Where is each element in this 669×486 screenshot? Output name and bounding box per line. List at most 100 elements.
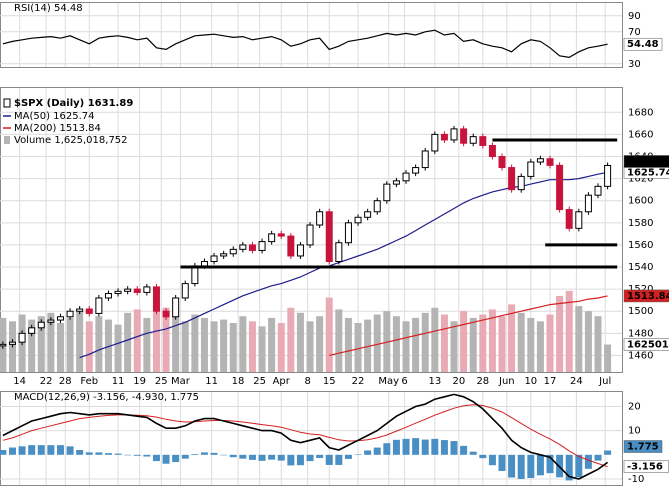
histogram-bar	[479, 454, 487, 459]
x-tick-label: 8	[304, 376, 310, 387]
candle-body	[220, 253, 228, 257]
histogram-bar	[220, 454, 228, 456]
volume-bar	[28, 319, 36, 372]
histogram-bar	[373, 447, 381, 455]
volume-bar	[421, 312, 429, 372]
y-tick-label: 1660	[628, 129, 653, 140]
ma200-legend: MA(200) 1513.84	[14, 123, 101, 134]
histogram-bar	[594, 454, 602, 461]
x-tick-label: 10	[524, 376, 537, 387]
line-series	[329, 295, 608, 356]
volume-bar	[584, 311, 592, 372]
candle-body	[325, 211, 333, 262]
x-tick-label: 19	[133, 376, 146, 387]
y-tick-label: 1680	[628, 107, 653, 118]
histogram-bar	[440, 440, 448, 455]
volume-bar	[488, 309, 496, 372]
price-title: $SPX (Daily) 1631.89	[14, 98, 133, 109]
histogram-bar	[18, 446, 26, 455]
histogram-bar	[229, 454, 237, 458]
candle-body	[412, 167, 420, 174]
candle-body	[584, 194, 592, 213]
y-tick-label: 20	[628, 401, 641, 412]
y-tick-label: -10	[628, 474, 644, 485]
histogram-bar	[546, 454, 554, 474]
candle-body	[76, 308, 84, 312]
histogram-bar	[258, 454, 266, 461]
volume-bar	[373, 314, 381, 372]
histogram-bar	[412, 438, 420, 455]
histogram-bar	[508, 454, 516, 478]
histogram-bar	[210, 452, 218, 455]
candle-body	[191, 265, 199, 285]
candle-body	[18, 332, 26, 343]
candle-body	[200, 260, 208, 267]
histogram-bar	[584, 454, 592, 469]
x-tick-label: 22	[40, 376, 53, 387]
histogram-bar	[325, 454, 333, 465]
candle-body	[172, 297, 180, 318]
candle-body	[431, 133, 439, 152]
candle-body	[479, 136, 487, 146]
value-box-label: 1625018	[627, 340, 669, 351]
volume-bar	[460, 311, 468, 372]
histogram-bar	[517, 454, 525, 479]
volume-swatch	[4, 136, 10, 144]
x-tick-label: 6	[401, 376, 407, 387]
volume-bar	[517, 312, 525, 372]
y-tick-label: 1520	[628, 284, 653, 295]
value-box-label: 1625.74	[627, 167, 669, 178]
x-tick-label: 18	[232, 376, 245, 387]
candle-body	[104, 293, 112, 299]
histogram-bar	[354, 454, 362, 455]
histogram-bar	[143, 454, 151, 457]
labels: RSI(14) 54.48 $SPX (Daily) 1631.89 MA(50…	[3, 3, 669, 485]
histogram-bar	[575, 454, 583, 478]
histogram-bar	[104, 453, 112, 455]
volume-bar	[66, 317, 74, 372]
x-tick-label: 28	[59, 376, 72, 387]
y-tick-label: 1600	[628, 196, 653, 207]
histogram-bar	[56, 445, 64, 455]
histogram-bar	[306, 454, 314, 462]
candle-body	[344, 222, 352, 244]
candle-body	[556, 164, 564, 211]
candle-body	[296, 244, 304, 257]
x-tick-label: May	[378, 376, 399, 387]
value-box	[623, 460, 669, 473]
histogram-bar	[47, 445, 55, 455]
x-tick-label: Jun	[498, 376, 515, 387]
volume-bar	[114, 324, 122, 372]
rsi-panel	[0, 2, 623, 68]
histogram-bar	[162, 454, 170, 464]
histogram-bar	[364, 450, 372, 455]
x-tick-label: 20	[452, 376, 465, 387]
value-box-label: 54.48	[627, 39, 659, 50]
value-box	[623, 338, 669, 351]
histogram-bar	[66, 446, 74, 455]
volume-bar	[229, 322, 237, 372]
y-tick-label: 1460	[628, 350, 653, 361]
candle-body	[565, 209, 573, 229]
x-tick-label: 11	[205, 376, 218, 387]
candle-body	[258, 241, 266, 251]
candle-body	[95, 297, 103, 314]
volume-bar	[354, 322, 362, 372]
grid	[0, 3, 622, 485]
candle-body	[421, 150, 429, 169]
volume-bar	[85, 321, 93, 372]
candle-body	[604, 164, 612, 187]
line-series	[2, 404, 608, 468]
histogram-bar	[460, 445, 468, 455]
histogram-bar	[421, 439, 429, 455]
histogram-bar	[296, 454, 304, 466]
volume-bar	[248, 321, 256, 372]
volume-bar	[469, 317, 477, 372]
volume-bar	[258, 326, 266, 372]
value-box	[623, 440, 663, 453]
volume-bar	[594, 316, 602, 372]
volume-bar	[220, 319, 228, 372]
y-tick-label: 30	[628, 59, 641, 70]
candle-body	[248, 244, 256, 251]
histogram-bar	[469, 451, 477, 455]
